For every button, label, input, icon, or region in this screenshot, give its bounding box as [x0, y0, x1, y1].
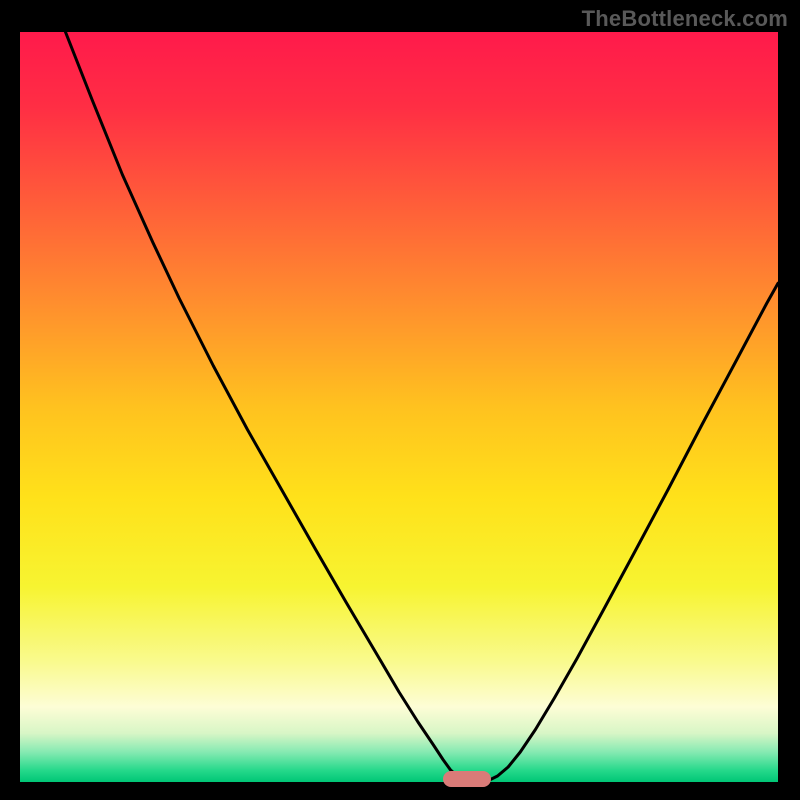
- chart-frame: TheBottleneck.com: [0, 0, 800, 800]
- curve-path: [65, 32, 778, 782]
- plot-area: [20, 32, 778, 782]
- minimum-marker: [443, 771, 491, 787]
- bottleneck-curve: [20, 32, 778, 782]
- watermark-label: TheBottleneck.com: [582, 6, 788, 32]
